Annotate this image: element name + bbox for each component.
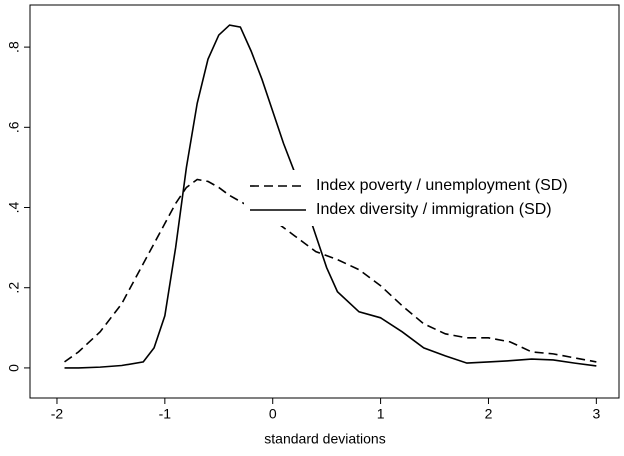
x-tick-label: 3 [592,406,600,422]
x-tick-label: -2 [51,406,64,422]
plot-frame [29,4,620,399]
y-tick-label: .6 [6,121,22,133]
x-tick-label: 1 [377,406,385,422]
series-line [64,178,597,363]
series-line [64,24,597,369]
x-tick-label: 0 [269,406,277,422]
x-tick-label: -1 [159,406,172,422]
y-tick-label: .8 [6,41,22,53]
x-axis-label: standard deviations [264,431,385,447]
legend-label: Index poverty / unemployment (SD) [316,177,568,194]
legend-label: Index diversity / immigration (SD) [316,201,552,218]
x-tick-label: 2 [485,406,493,422]
y-tick-label: .2 [6,282,22,294]
y-tick-label: 0 [6,364,22,372]
y-tick-label: .4 [6,201,22,213]
legend-box [244,170,590,226]
